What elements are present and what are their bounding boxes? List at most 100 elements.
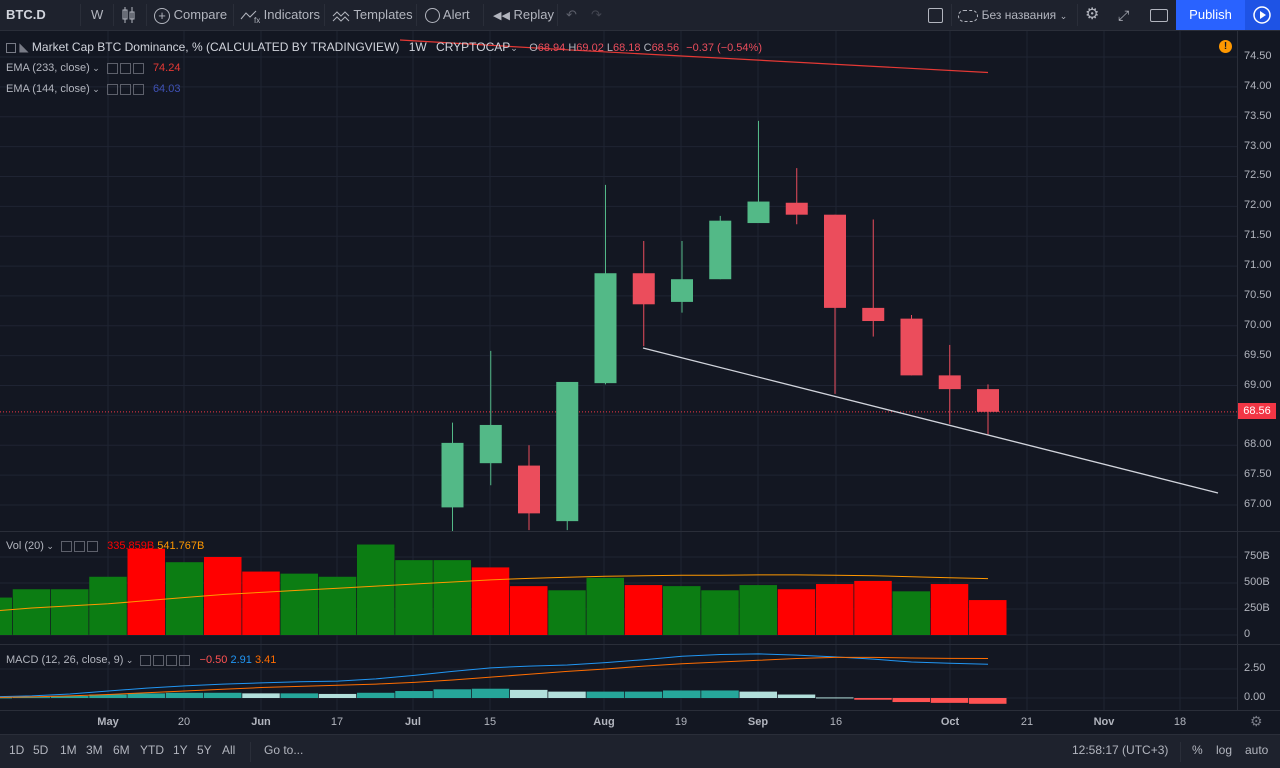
chart-type-button[interactable] [121,0,137,30]
eye-icon[interactable] [61,540,73,552]
symbol-search[interactable]: BTC.D [6,7,46,22]
legend-exchange[interactable]: CRYPTOCAP [436,40,511,54]
price-axis-label: 72.00 [1244,199,1272,212]
indicator-controls[interactable] [106,83,146,95]
eye-icon[interactable] [140,654,152,666]
volume-bar [663,586,701,635]
macd-legend[interactable]: MACD (12, 26, close, 9) ⌄ −0.50 2.91 3.4… [6,654,276,666]
range-all-button[interactable]: All [222,743,236,757]
range-5y-button[interactable]: 5Y [197,743,212,757]
info-icon[interactable]: ! [1219,40,1232,53]
redo-button[interactable]: ↷ [591,0,602,30]
auto-toggle[interactable]: auto [1245,743,1269,757]
trend-line[interactable] [642,347,1219,494]
gear-icon: ⚙ [1085,6,1100,23]
price-axis-border [1237,31,1238,711]
range-1d-button[interactable]: 1D [9,743,25,757]
interval-button[interactable]: W [91,7,104,22]
volume-bar [471,567,510,635]
settings-icon[interactable] [74,540,86,552]
time-axis-label: Jun [251,716,271,728]
log-toggle[interactable]: log [1216,743,1233,757]
candle-body [785,202,808,215]
cloud-icon [958,9,978,22]
macd-histogram-bar [0,697,12,699]
indicator-controls[interactable] [106,62,146,74]
close-icon[interactable] [179,654,191,666]
goto-button[interactable]: Go to... [264,743,304,757]
more-icon[interactable] [166,654,178,666]
fullscreen-layout-button[interactable] [928,0,943,30]
macd-histogram-value: −0.50 [199,654,228,666]
macd-histogram-bar [510,689,548,698]
indicator-controls[interactable] [140,654,192,666]
time-axis-label: 18 [1173,716,1187,728]
collapse-icon[interactable] [6,42,16,53]
ema144-legend[interactable]: EMA (144, close) ⌄ 64.03 [6,83,180,95]
time-axis-label: 16 [829,716,843,728]
settings-icon[interactable] [119,83,131,95]
trend-line-path [642,347,1219,494]
range-1y-button[interactable]: 1Y [173,743,188,757]
axis-settings-button[interactable]: ⚙ [1250,713,1263,730]
percent-toggle[interactable]: % [1192,743,1203,757]
chart-canvas[interactable] [0,0,1280,734]
ema233-path [399,39,989,74]
price-axis-label: 71.00 [1244,259,1272,272]
pane-separator[interactable] [0,644,1280,645]
publish-button[interactable]: Publish [1176,0,1245,30]
ema233-legend[interactable]: EMA (233, close) ⌄ 74.24 [6,62,180,74]
volume-bar [51,589,89,635]
indicator-controls[interactable] [61,540,100,552]
fullscreen-button[interactable]: ⤢ [1118,0,1129,30]
close-icon[interactable] [132,62,144,74]
macd-histogram-bar [777,694,816,698]
volume-legend[interactable]: Vol (20) ⌄ 335.859B 541.767B [6,540,204,552]
volume-value: 335.859B [107,540,155,552]
time-axis-label: 17 [330,716,344,728]
settings-icon[interactable] [119,62,131,74]
macd-histogram-bar [242,693,280,698]
chevron-down-icon: ⌄ [43,541,54,551]
expand-icon: ⤢ [1118,7,1130,23]
range-6m-button[interactable]: 6M [113,743,130,757]
toolbar-divider [557,4,558,26]
settings-icon[interactable] [153,654,165,666]
pane-separator[interactable] [0,531,1280,532]
macd-histogram-bar [433,689,471,698]
range-1m-button[interactable]: 1M [60,743,77,757]
settings-button[interactable]: ⚙ [1085,0,1099,30]
volume-bar [280,573,318,635]
eye-icon[interactable] [106,83,118,95]
close-icon[interactable] [132,83,144,95]
square-icon [928,8,943,24]
templates-button[interactable]: Templates [332,0,413,30]
macd-histogram-bar [586,691,624,698]
volume-bar [357,544,395,635]
volume-ma-value: 541.767B [157,540,205,552]
replay-button[interactable]: ◀◀ Replay [493,0,554,30]
macd-histogram-bar [127,693,165,698]
snapshot-button[interactable] [1150,0,1168,30]
range-5d-button[interactable]: 5D [33,743,49,757]
close-icon[interactable] [87,540,99,552]
clock[interactable]: 12:58:17 (UTC+3) [1072,743,1169,757]
compare-button[interactable]: + Compare [154,0,227,30]
time-axis-label: Nov [1093,716,1115,728]
range-3m-button[interactable]: 3M [86,743,103,757]
last-price-tag: 68.56 [1238,403,1276,419]
layout-name-button[interactable]: Без названия ⌄ [958,0,1067,30]
range-ytd-button[interactable]: YTD [140,743,164,757]
indicators-button[interactable]: fx Indicators [240,0,320,30]
volume-bar [89,576,127,635]
alert-button[interactable]: Alert [425,0,470,30]
templates-label: Templates [353,7,413,22]
macd-histogram-bar [701,690,739,698]
publish-play-button[interactable] [1245,0,1280,30]
undo-button[interactable]: ↶ [566,0,577,30]
volume-bar [892,591,930,635]
candle-body [518,465,540,514]
macd-histogram-bar [395,691,433,698]
price-axis-label: 67.00 [1244,498,1272,510]
eye-icon[interactable] [106,62,118,74]
